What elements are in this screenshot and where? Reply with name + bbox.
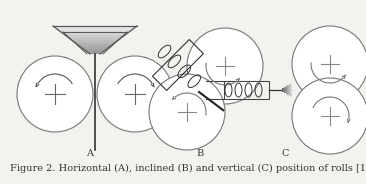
Polygon shape (80, 46, 110, 47)
Polygon shape (282, 88, 283, 92)
Polygon shape (286, 86, 287, 94)
Polygon shape (67, 36, 123, 37)
Circle shape (292, 78, 366, 154)
Polygon shape (62, 33, 128, 34)
Polygon shape (283, 88, 284, 92)
Circle shape (17, 56, 93, 132)
Polygon shape (193, 80, 194, 81)
Polygon shape (195, 82, 197, 84)
Polygon shape (53, 26, 137, 27)
Polygon shape (68, 37, 122, 38)
Polygon shape (89, 53, 101, 54)
Polygon shape (83, 48, 107, 49)
Polygon shape (194, 81, 197, 84)
Polygon shape (196, 83, 201, 88)
Polygon shape (78, 45, 112, 46)
Bar (224, 81, 269, 99)
Circle shape (149, 74, 225, 150)
Polygon shape (195, 83, 199, 86)
Polygon shape (290, 84, 291, 96)
Polygon shape (287, 85, 288, 95)
Polygon shape (73, 41, 117, 42)
Polygon shape (196, 83, 200, 87)
Polygon shape (76, 43, 114, 44)
Polygon shape (194, 81, 196, 83)
Polygon shape (197, 84, 202, 90)
Polygon shape (198, 85, 205, 92)
Polygon shape (195, 82, 199, 86)
Polygon shape (198, 85, 206, 93)
Polygon shape (71, 39, 119, 40)
Polygon shape (87, 52, 103, 53)
Polygon shape (284, 87, 285, 93)
Polygon shape (56, 28, 134, 29)
Polygon shape (85, 50, 105, 51)
Polygon shape (86, 51, 104, 52)
Text: B: B (197, 149, 203, 158)
Circle shape (187, 28, 263, 104)
Polygon shape (81, 47, 109, 48)
Text: Figure 2. Horizontal (A), inclined (B) and vertical (C) position of rolls [18].: Figure 2. Horizontal (A), inclined (B) a… (10, 164, 366, 173)
Polygon shape (198, 84, 204, 91)
Circle shape (97, 56, 173, 132)
Polygon shape (71, 40, 119, 41)
Polygon shape (65, 35, 125, 36)
Polygon shape (194, 81, 195, 82)
Circle shape (292, 26, 366, 102)
Polygon shape (197, 84, 202, 89)
Polygon shape (289, 84, 290, 96)
Polygon shape (288, 84, 289, 95)
Polygon shape (194, 81, 195, 82)
Polygon shape (197, 84, 204, 91)
Polygon shape (59, 31, 131, 32)
Polygon shape (83, 49, 107, 50)
Polygon shape (77, 44, 113, 45)
Polygon shape (64, 34, 126, 35)
Polygon shape (61, 32, 129, 33)
Polygon shape (281, 89, 282, 91)
Text: C: C (281, 149, 289, 158)
Text: A: A (86, 149, 93, 158)
Polygon shape (55, 27, 135, 28)
Polygon shape (59, 30, 131, 31)
Polygon shape (195, 82, 198, 85)
Polygon shape (57, 29, 132, 30)
Polygon shape (196, 83, 201, 88)
Polygon shape (285, 86, 286, 94)
Polygon shape (74, 42, 116, 43)
Polygon shape (197, 84, 203, 90)
Polygon shape (69, 38, 121, 39)
Polygon shape (195, 82, 198, 85)
